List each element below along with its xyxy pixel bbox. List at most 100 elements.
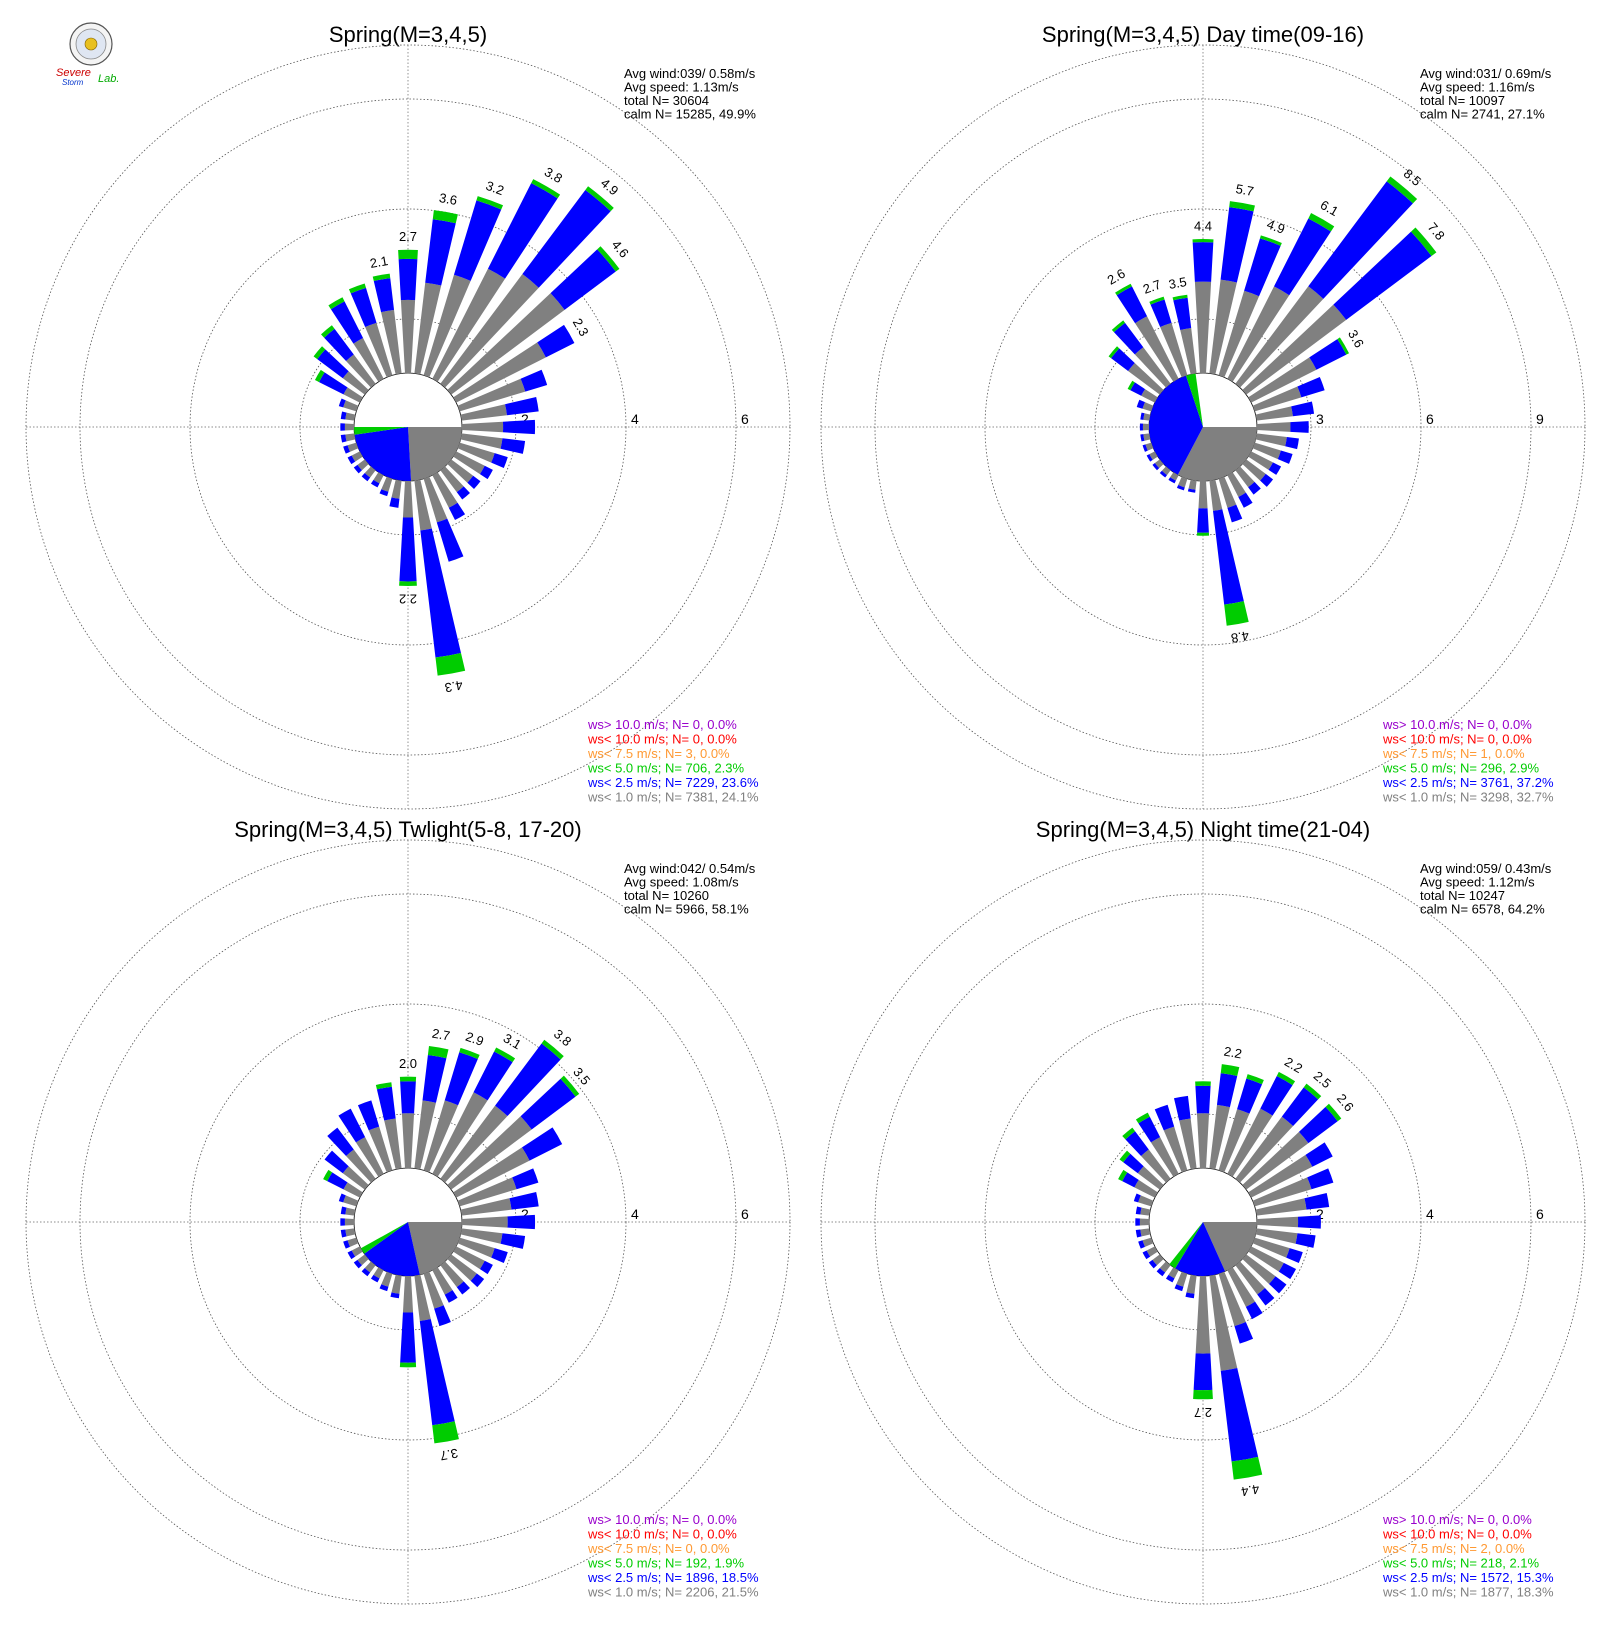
bar-segment-gray xyxy=(1218,1271,1246,1327)
bar-segment-green xyxy=(1246,1074,1264,1085)
bar-segment-gray xyxy=(347,1237,359,1247)
bar-segment-gray xyxy=(1180,328,1197,375)
legend-entry: ws< 7.5 m/s; N= 0, 0.0% xyxy=(587,1541,730,1556)
bar-segment-gray xyxy=(1252,442,1281,460)
calm-pie-slice xyxy=(354,427,412,481)
bar-segment-gray xyxy=(353,338,384,382)
bar-segment-blue xyxy=(453,200,502,281)
bar-segment-blue xyxy=(1150,299,1172,327)
bar-segment-blue xyxy=(444,1290,458,1303)
legend-entry: ws< 2.5 m/s; N= 3761, 37.2% xyxy=(1382,775,1554,790)
bar-label: 3.6 xyxy=(438,190,458,208)
stats-line4: calm N= 2741, 27.1% xyxy=(1420,107,1545,122)
bar-segment-gray xyxy=(440,466,464,493)
bar-segment-gray xyxy=(1149,451,1158,460)
stats-line1: Avg wind:039/ 0.58m/s xyxy=(624,66,756,81)
bar-segment-gray xyxy=(423,1100,459,1173)
bar-segment-gray xyxy=(1235,1116,1294,1183)
legend-entry: ws< 10.0 m/s; N= 0, 0.0% xyxy=(1382,1527,1532,1542)
bar-segment-green xyxy=(1276,1071,1296,1086)
bar-segment-blue xyxy=(500,438,526,454)
bar-segment-gray xyxy=(1209,479,1223,511)
legend-entry: ws< 1.0 m/s; N= 2206, 21.5% xyxy=(587,1585,759,1600)
bar-segment-blue xyxy=(353,1259,362,1269)
bar-segment-green xyxy=(321,325,335,338)
bar-segment-gray xyxy=(342,371,369,395)
bar-label: 4.8 xyxy=(1230,628,1250,646)
legend-entry: ws< 2.5 m/s; N= 1896, 18.5% xyxy=(587,1570,759,1585)
bar-segment-gray xyxy=(384,1118,402,1170)
bar-segment-blue xyxy=(456,486,470,500)
bar-segment-blue xyxy=(1281,1087,1319,1127)
bar-segment-blue xyxy=(1297,1215,1321,1229)
bar-segment-blue xyxy=(537,324,575,358)
bar-segment-gray xyxy=(453,451,485,475)
bar-segment-blue xyxy=(338,398,346,408)
bar-segment-gray xyxy=(1145,442,1154,451)
bar-segment-gray xyxy=(423,274,471,378)
bar-segment-gray xyxy=(1159,1261,1171,1273)
bar-segment-green xyxy=(1127,380,1135,391)
legend-entry: ws< 1.0 m/s; N= 3298, 32.7% xyxy=(1382,790,1554,805)
bar-segment-green xyxy=(1111,320,1126,333)
bar-segment-blue xyxy=(473,1051,513,1101)
bar-segment-blue xyxy=(1168,477,1176,484)
bar-segment-blue xyxy=(1291,401,1315,417)
bar-segment-gray xyxy=(1141,1149,1171,1183)
bar-segment-blue xyxy=(1286,1248,1303,1264)
bar-segment-gray xyxy=(1168,1267,1179,1279)
bar-segment-blue xyxy=(1260,473,1274,487)
bar-segment-gray xyxy=(460,404,507,421)
bar-segment-blue xyxy=(319,372,348,395)
lab-logo: Severe Storm Lab. xyxy=(56,22,119,87)
bar-label: 2.2 xyxy=(1223,1044,1243,1062)
stats-line2: Avg speed: 1.13m/s xyxy=(624,80,739,95)
bar-segment-gray xyxy=(1242,1131,1309,1190)
bar-segment-blue xyxy=(399,517,417,582)
bar-segment-gray xyxy=(1209,1104,1230,1170)
bar-segment-green xyxy=(1118,1169,1128,1182)
bar-label: 2.7 xyxy=(1194,1405,1212,1420)
bar-segment-gray xyxy=(432,1092,488,1177)
bar-segment-blue xyxy=(1156,1268,1166,1277)
calm-pie-slice xyxy=(360,1222,408,1254)
bar-segment-gray xyxy=(1139,1218,1150,1226)
bar-segment-gray xyxy=(346,354,376,388)
bar-segment-gray xyxy=(1256,1216,1299,1228)
bar-segment-green xyxy=(541,1039,564,1060)
bar-segment-gray xyxy=(401,1113,415,1169)
chart-title: Spring(M=3,4,5) Night time(21-04) xyxy=(1036,817,1370,842)
bar-segment-blue xyxy=(1277,450,1293,464)
bar-segment-gray xyxy=(1134,347,1171,388)
ring-label: 6 xyxy=(741,1206,749,1222)
bar-segment-blue xyxy=(419,1319,455,1426)
bar-segment-green xyxy=(328,297,345,310)
bar-segment-gray xyxy=(1143,413,1151,421)
bar-segment-gray xyxy=(1248,1154,1313,1198)
legend-entry: ws> 10.0 m/s; N= 0, 0.0% xyxy=(587,717,737,732)
bar-segment-gray xyxy=(1196,1113,1210,1169)
seal-emblem-icon xyxy=(84,37,98,51)
bar-segment-blue xyxy=(520,369,548,392)
bar-segment-gray xyxy=(1255,1198,1307,1216)
bar-segment-gray xyxy=(1150,1137,1179,1177)
bar-label: 2.2 xyxy=(399,592,417,607)
bar-segment-gray xyxy=(1248,451,1273,470)
bar-segment-green xyxy=(1135,1112,1150,1124)
bar-segment-blue xyxy=(1125,1131,1149,1157)
bar-label: 2.1 xyxy=(369,253,389,271)
bar-segment-green xyxy=(398,249,418,260)
bar-label: 4.4 xyxy=(1194,218,1212,233)
bar-segment-gray xyxy=(391,479,402,499)
bar-segment-gray xyxy=(1176,1271,1188,1287)
bar-segment-green xyxy=(1122,1127,1136,1140)
ring-label: 3 xyxy=(1316,411,1324,427)
bar-segment-blue xyxy=(1268,1276,1287,1294)
bar-segment-blue xyxy=(495,1043,561,1117)
bar-segment-blue xyxy=(436,518,464,562)
bar-label: 2.9 xyxy=(464,1029,486,1049)
bar-segment-blue xyxy=(1173,1095,1191,1121)
bar-segment-blue xyxy=(420,528,462,658)
